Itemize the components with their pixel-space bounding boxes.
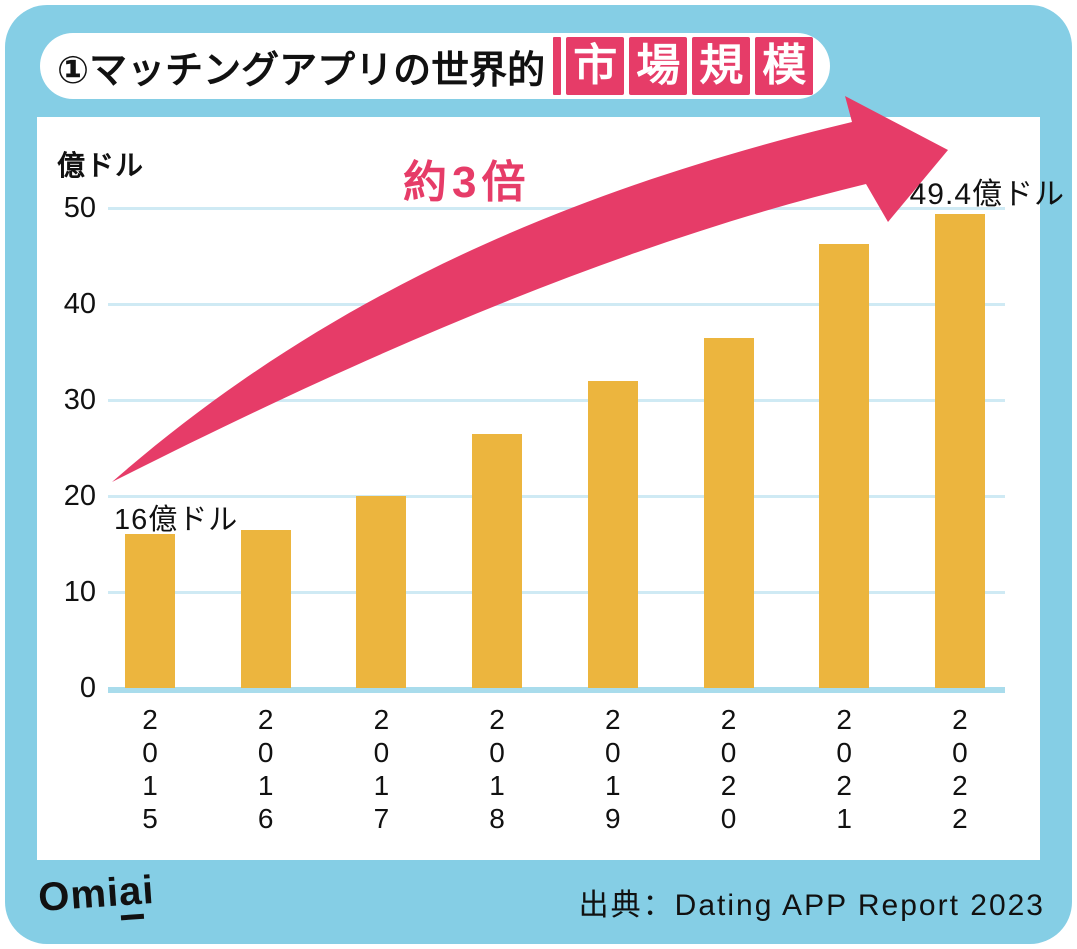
logo-text-underlined: a: [117, 868, 145, 921]
title-bar: ①マッチングアプリの世界的 市場規模: [40, 33, 830, 99]
title-boxed-words: 市場規模: [553, 37, 814, 95]
title-box-char-2: 場: [629, 37, 688, 95]
growth-multiplier-label: 約3倍: [403, 158, 531, 207]
title-box-char-4: 模: [755, 37, 814, 95]
first-bar-value-label: 16億ドル: [114, 504, 239, 536]
title-box-char-3: 規: [692, 37, 751, 95]
logo-text-pre: Omi: [36, 870, 121, 921]
page-title: ①マッチングアプリの世界的: [57, 49, 546, 92]
source-credit: 出典：Dating APP Report 2023: [578, 889, 1045, 922]
title-box-char-1: 市: [566, 37, 625, 95]
omiai-logo: Omiai: [37, 868, 156, 921]
title-accent-bar: [553, 37, 562, 95]
chart-panel: [37, 117, 1040, 860]
last-bar-value-label: 49.4億ドル: [909, 178, 1065, 211]
